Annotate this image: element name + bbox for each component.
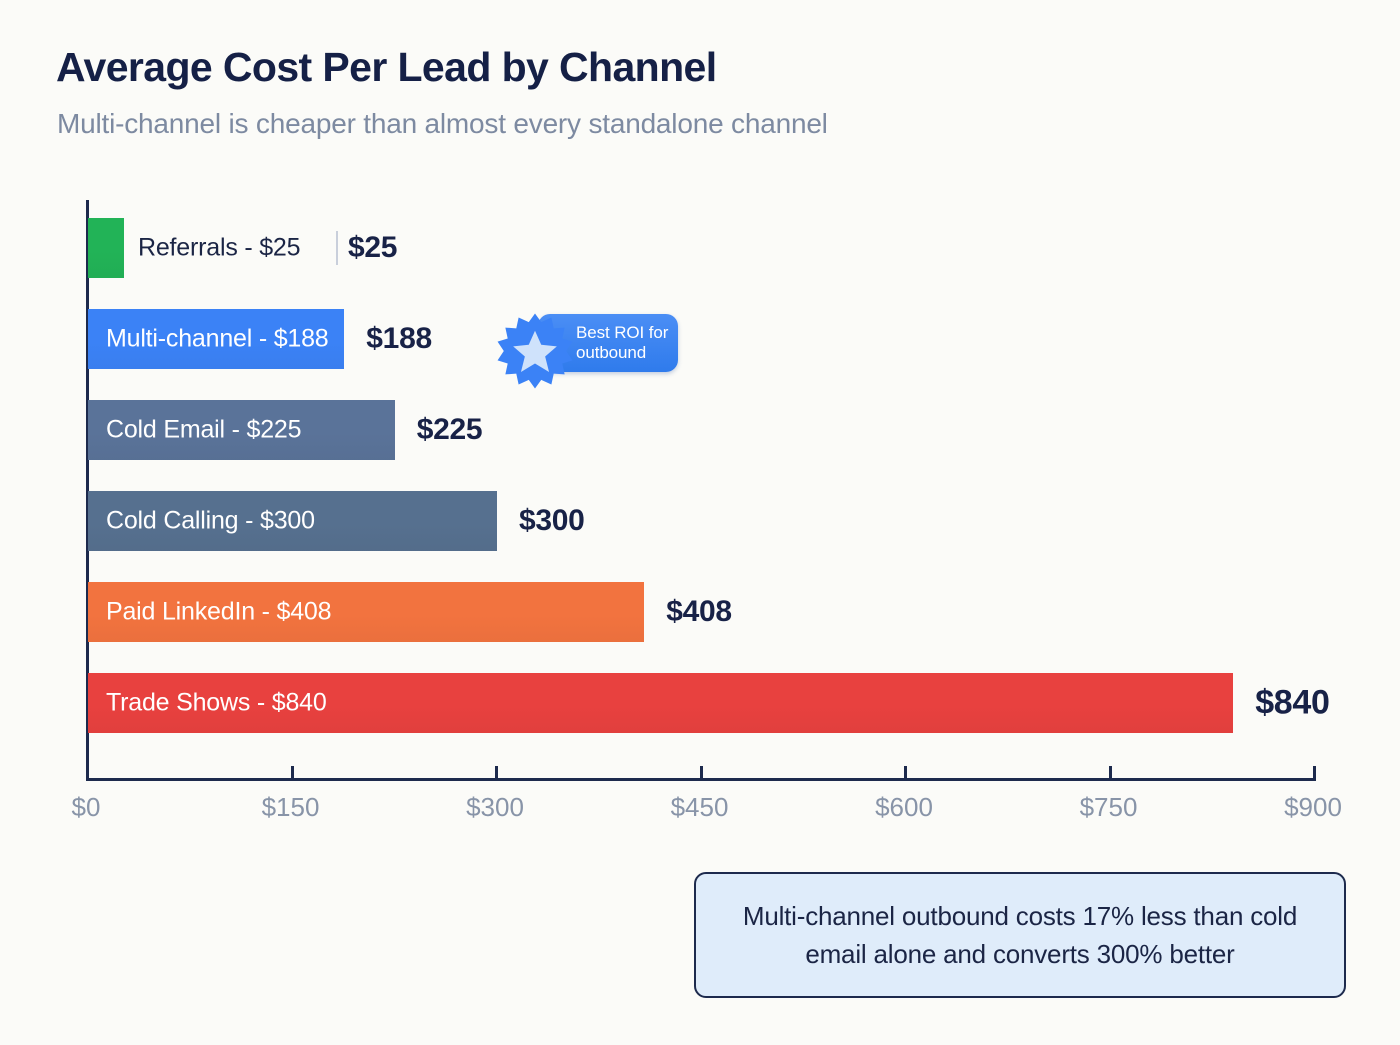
bar-value-label: $300	[519, 504, 585, 537]
bar-label: Cold Calling - $300	[106, 506, 315, 535]
x-axis-tick	[290, 766, 294, 781]
x-axis-tick	[86, 766, 89, 781]
plot-area: $0 $150 $300 $450 $600 $750 $900 Referrals - $…	[72, 200, 1342, 822]
badge-line-1: Best ROI for	[576, 323, 669, 342]
bar-value-label: $840	[1255, 683, 1330, 722]
x-axis-tick-label: $150	[261, 792, 320, 822]
x-axis-tick	[1313, 766, 1316, 781]
y-axis-line	[86, 200, 89, 778]
bar[interactable]: Cold Calling - $300	[88, 491, 497, 551]
x-axis-tick	[495, 766, 498, 781]
bar-label: Cold Email - $225	[106, 415, 302, 444]
x-axis-tick-label: $750	[1079, 792, 1138, 822]
bar-label: Trade Shows - $840	[106, 688, 327, 717]
x-axis-tick-label: $0	[71, 792, 101, 822]
bar-label: Paid LinkedIn - $408	[106, 597, 332, 626]
bar-row: Paid LinkedIn - $408 $408	[88, 582, 1315, 642]
bar[interactable]	[88, 218, 124, 278]
badge-line-2: outbound	[576, 343, 647, 362]
insight-callout-text: Multi-channel outbound costs 17% less th…	[742, 901, 1298, 969]
bar-row: Cold Calling - $300 $300	[88, 491, 1315, 551]
x-axis-tick-label: $450	[670, 792, 729, 822]
bar-label: Referrals - $25	[138, 233, 301, 262]
best-roi-badge: Best ROI for outbound	[496, 312, 678, 389]
bar[interactable]: Trade Shows - $840	[88, 673, 1234, 733]
bar-row: Cold Email - $225 $225	[88, 400, 1315, 460]
insight-callout: Multi-channel outbound costs 17% less th…	[694, 872, 1346, 998]
bar-value-label: $225	[416, 413, 483, 446]
bar-label: Multi-channel - $188	[106, 324, 329, 353]
bar[interactable]: Paid LinkedIn - $408	[88, 582, 645, 642]
star-burst-icon	[497, 313, 573, 389]
x-axis-tick-label: $300	[466, 792, 524, 822]
bar-row: Trade Shows - $840 $840	[88, 673, 1330, 733]
x-axis-tick	[699, 766, 703, 781]
x-axis-tick	[904, 766, 907, 781]
page-title: Average Cost Per Lead by Channel	[56, 44, 717, 90]
bar-row: Multi-channel - $188 $188	[88, 309, 1315, 369]
page-subtitle: Multi-channel is cheaper than almost eve…	[57, 108, 828, 139]
bar-value-label: $408	[666, 595, 732, 628]
bar-value-label: $25	[348, 231, 398, 264]
bar[interactable]: Multi-channel - $188	[88, 309, 345, 369]
bar-value-label: $188	[366, 322, 432, 355]
x-axis-tick-label: $900	[1284, 792, 1342, 822]
badge-label: Best ROI for outbound	[576, 323, 678, 363]
x-axis-tick-label: $600	[875, 792, 933, 822]
label-value-divider	[336, 231, 338, 265]
bar[interactable]: Cold Email - $225	[88, 400, 395, 460]
x-axis-tick	[1108, 766, 1112, 781]
bar-row: Referrals - $25 $25	[88, 218, 1315, 278]
